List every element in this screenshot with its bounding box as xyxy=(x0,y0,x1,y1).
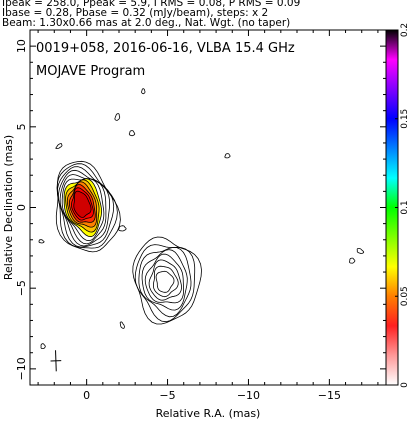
x-tick-label: −10 xyxy=(237,389,260,402)
x-tick-label: 0 xyxy=(83,389,90,402)
core-contour xyxy=(55,160,121,253)
jet-contour xyxy=(144,253,185,304)
noise-contour xyxy=(224,153,231,159)
axis-ticks: 0 −5 −10 −15 10 5 0 −5 −10 xyxy=(15,29,386,402)
colorbar-tick-label: 0 xyxy=(400,382,410,388)
jet-contour xyxy=(148,259,183,301)
colorbar-tick-label: 0.1 xyxy=(400,200,410,214)
header-line-1: Ipeak = 258.0, Ppeak = 5.9, I RMS = 0.08… xyxy=(2,0,301,9)
noise-contour xyxy=(349,257,356,264)
y-tick-label: −5 xyxy=(15,280,28,296)
y-tick-label: 0 xyxy=(15,204,28,211)
noise-contour xyxy=(118,225,127,232)
x-tick-label: −5 xyxy=(159,389,175,402)
jet-contour xyxy=(141,249,188,311)
chart-subtitle: MOJAVE Program xyxy=(36,64,145,79)
colorbar: 0 0.05 0.1 0.15 0.2 xyxy=(385,23,410,388)
noise-contour xyxy=(128,130,136,137)
noise-contour xyxy=(119,321,125,329)
core-contour xyxy=(56,163,118,249)
noise-contour xyxy=(114,113,121,121)
noise-contour xyxy=(356,248,365,254)
jet-contour xyxy=(152,265,179,298)
noise-contour xyxy=(40,343,46,350)
colorbar-tick-label: 0.05 xyxy=(400,286,410,306)
chart-title: 0019+058, 2016-06-16, VLBA 15.4 GHz xyxy=(36,41,295,56)
noise-contour xyxy=(38,239,45,244)
x-tick-label: −15 xyxy=(318,389,341,402)
header-line-2: Ibase = 0.28, Pbase = 0.32 (mJy/beam), s… xyxy=(2,7,269,19)
header-line-3: Beam: 1.30x0.66 mas at 2.0 deg., Nat. Wg… xyxy=(2,17,291,29)
colorbar-tick-label: 0.2 xyxy=(400,23,410,37)
jet-contour xyxy=(155,270,175,293)
noise-contour xyxy=(141,88,146,95)
contour-map xyxy=(38,88,365,372)
y-tick-label: 5 xyxy=(15,123,28,130)
core-contour xyxy=(56,166,115,248)
x-axis-label: Relative R.A. (mas) xyxy=(156,407,261,420)
noise-contour xyxy=(55,143,63,150)
jet-contour xyxy=(138,246,192,318)
y-tick-label: −10 xyxy=(15,357,28,380)
core-contour xyxy=(73,190,92,218)
y-axis-label: Relative Declination (mas) xyxy=(2,135,15,280)
colorbar-tick-label: 0.15 xyxy=(400,109,410,129)
y-tick-label: 10 xyxy=(15,39,28,53)
